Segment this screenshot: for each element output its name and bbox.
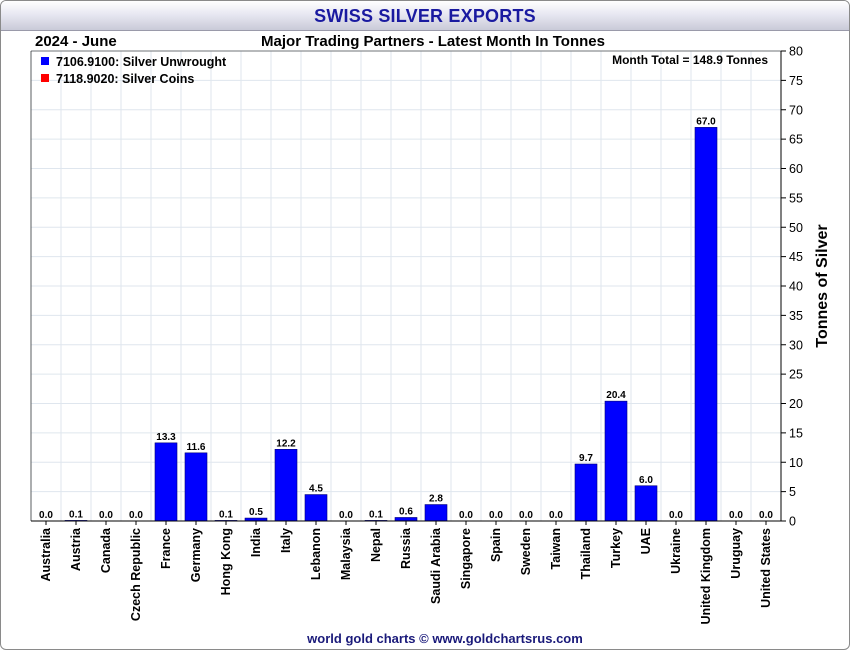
- data-label: 67.0: [696, 116, 716, 127]
- bar: [424, 504, 448, 522]
- x-tick-label: Lebanon: [309, 528, 323, 580]
- chart-title: SWISS SILVER EXPORTS: [314, 6, 536, 26]
- y-tick-label: 25: [789, 368, 803, 382]
- data-label: 0.0: [339, 510, 353, 521]
- month-total: Month Total = 148.9 Tonnes: [612, 53, 768, 67]
- y-tick-label: 20: [789, 397, 803, 411]
- data-label: 0.0: [489, 510, 503, 521]
- data-label: 0.0: [99, 510, 113, 521]
- legend-swatch: [41, 57, 49, 65]
- x-tick-label: Canada: [99, 527, 113, 573]
- y-axis-title: Tonnes of Silver: [814, 224, 831, 347]
- bar: [634, 485, 658, 522]
- data-label: 0.5: [249, 507, 263, 518]
- x-tick-label: Italy: [279, 528, 293, 553]
- y-tick-label: 45: [789, 250, 803, 264]
- data-label: 20.4: [606, 390, 626, 401]
- x-tick-label: Sweden: [519, 528, 533, 575]
- y-tick-label: 40: [789, 280, 803, 294]
- x-tick-label: Uruguay: [729, 528, 743, 579]
- y-tick-label: 30: [789, 338, 803, 352]
- y-tick-label: 70: [789, 103, 803, 117]
- y-tick-label: 35: [789, 309, 803, 323]
- legend-entry: 7106.9100: Silver Unwrought: [56, 55, 227, 69]
- x-tick-label: Taiwan: [549, 528, 563, 569]
- y-tick-label: 55: [789, 191, 803, 205]
- x-tick-label: Saudi Arabia: [429, 527, 443, 604]
- y-tick-label: 50: [789, 221, 803, 235]
- y-tick-label: 75: [789, 74, 803, 88]
- data-label: 0.6: [399, 506, 413, 517]
- data-label: 0.0: [549, 510, 563, 521]
- x-tick-label: Thailand: [579, 528, 593, 579]
- period-label: 2024 - June: [35, 33, 117, 50]
- data-label: 0.0: [459, 510, 473, 521]
- x-tick-label: Turkey: [609, 528, 623, 568]
- x-tick-label: Malaysia: [339, 527, 353, 580]
- x-tick-label: Nepal: [369, 528, 383, 562]
- bar: [694, 127, 718, 522]
- x-tick-label: France: [159, 528, 173, 569]
- y-tick-label: 5: [789, 485, 796, 499]
- y-tick-label: 15: [789, 426, 803, 440]
- x-tick-label: Spain: [489, 528, 503, 562]
- data-label: 0.1: [219, 509, 233, 520]
- footer-credit: world gold charts © www.goldchartsrus.co…: [307, 631, 583, 646]
- y-tick-label: 10: [789, 456, 803, 470]
- bar: [604, 400, 628, 522]
- data-label: 13.3: [156, 432, 176, 443]
- x-tick-label: Ukraine: [669, 528, 683, 574]
- y-tick-label: 0: [789, 515, 796, 529]
- data-label: 2.8: [429, 494, 443, 505]
- data-label: 0.0: [39, 510, 53, 521]
- chart-subtitle: Major Trading Partners - Latest Month In…: [261, 33, 605, 50]
- x-tick-label: Australia: [39, 527, 53, 582]
- bar: [304, 494, 328, 522]
- data-label: 0.0: [759, 510, 773, 521]
- data-label: 4.5: [309, 484, 323, 495]
- x-tick-label: United States: [759, 528, 773, 608]
- bar: [154, 442, 178, 522]
- data-label: 11.6: [187, 442, 206, 453]
- data-label: 0.0: [519, 510, 533, 521]
- data-label: 9.7: [579, 453, 593, 464]
- y-tick-label: 60: [789, 162, 803, 176]
- data-label: 0.1: [69, 509, 83, 520]
- x-tick-label: UAE: [639, 528, 653, 554]
- y-tick-label: 80: [789, 45, 803, 59]
- y-tick-label: 65: [789, 133, 803, 147]
- data-label: 0.1: [369, 509, 383, 520]
- x-tick-label: Russia: [399, 527, 413, 569]
- x-tick-label: India: [249, 527, 263, 557]
- legend-entry: 7118.9020: Silver Coins: [56, 72, 194, 86]
- bar: [184, 452, 208, 522]
- x-tick-label: Singapore: [459, 528, 473, 589]
- x-tick-label: United Kingdom: [699, 528, 713, 625]
- data-label: 0.0: [669, 510, 683, 521]
- bar: [574, 463, 598, 522]
- data-label: 0.0: [729, 510, 743, 521]
- data-label: 6.0: [639, 475, 653, 486]
- bar: [394, 517, 418, 522]
- data-label: 12.2: [276, 438, 296, 449]
- legend-swatch: [41, 74, 49, 82]
- data-label: 0.0: [129, 510, 143, 521]
- bar: [274, 449, 298, 522]
- x-tick-label: Czech Republic: [129, 528, 143, 621]
- x-tick-label: Hong Kong: [219, 528, 233, 595]
- x-tick-label: Austria: [69, 527, 83, 571]
- title-bar: SWISS SILVER EXPORTS: [1, 1, 849, 31]
- x-tick-label: Germany: [189, 528, 203, 582]
